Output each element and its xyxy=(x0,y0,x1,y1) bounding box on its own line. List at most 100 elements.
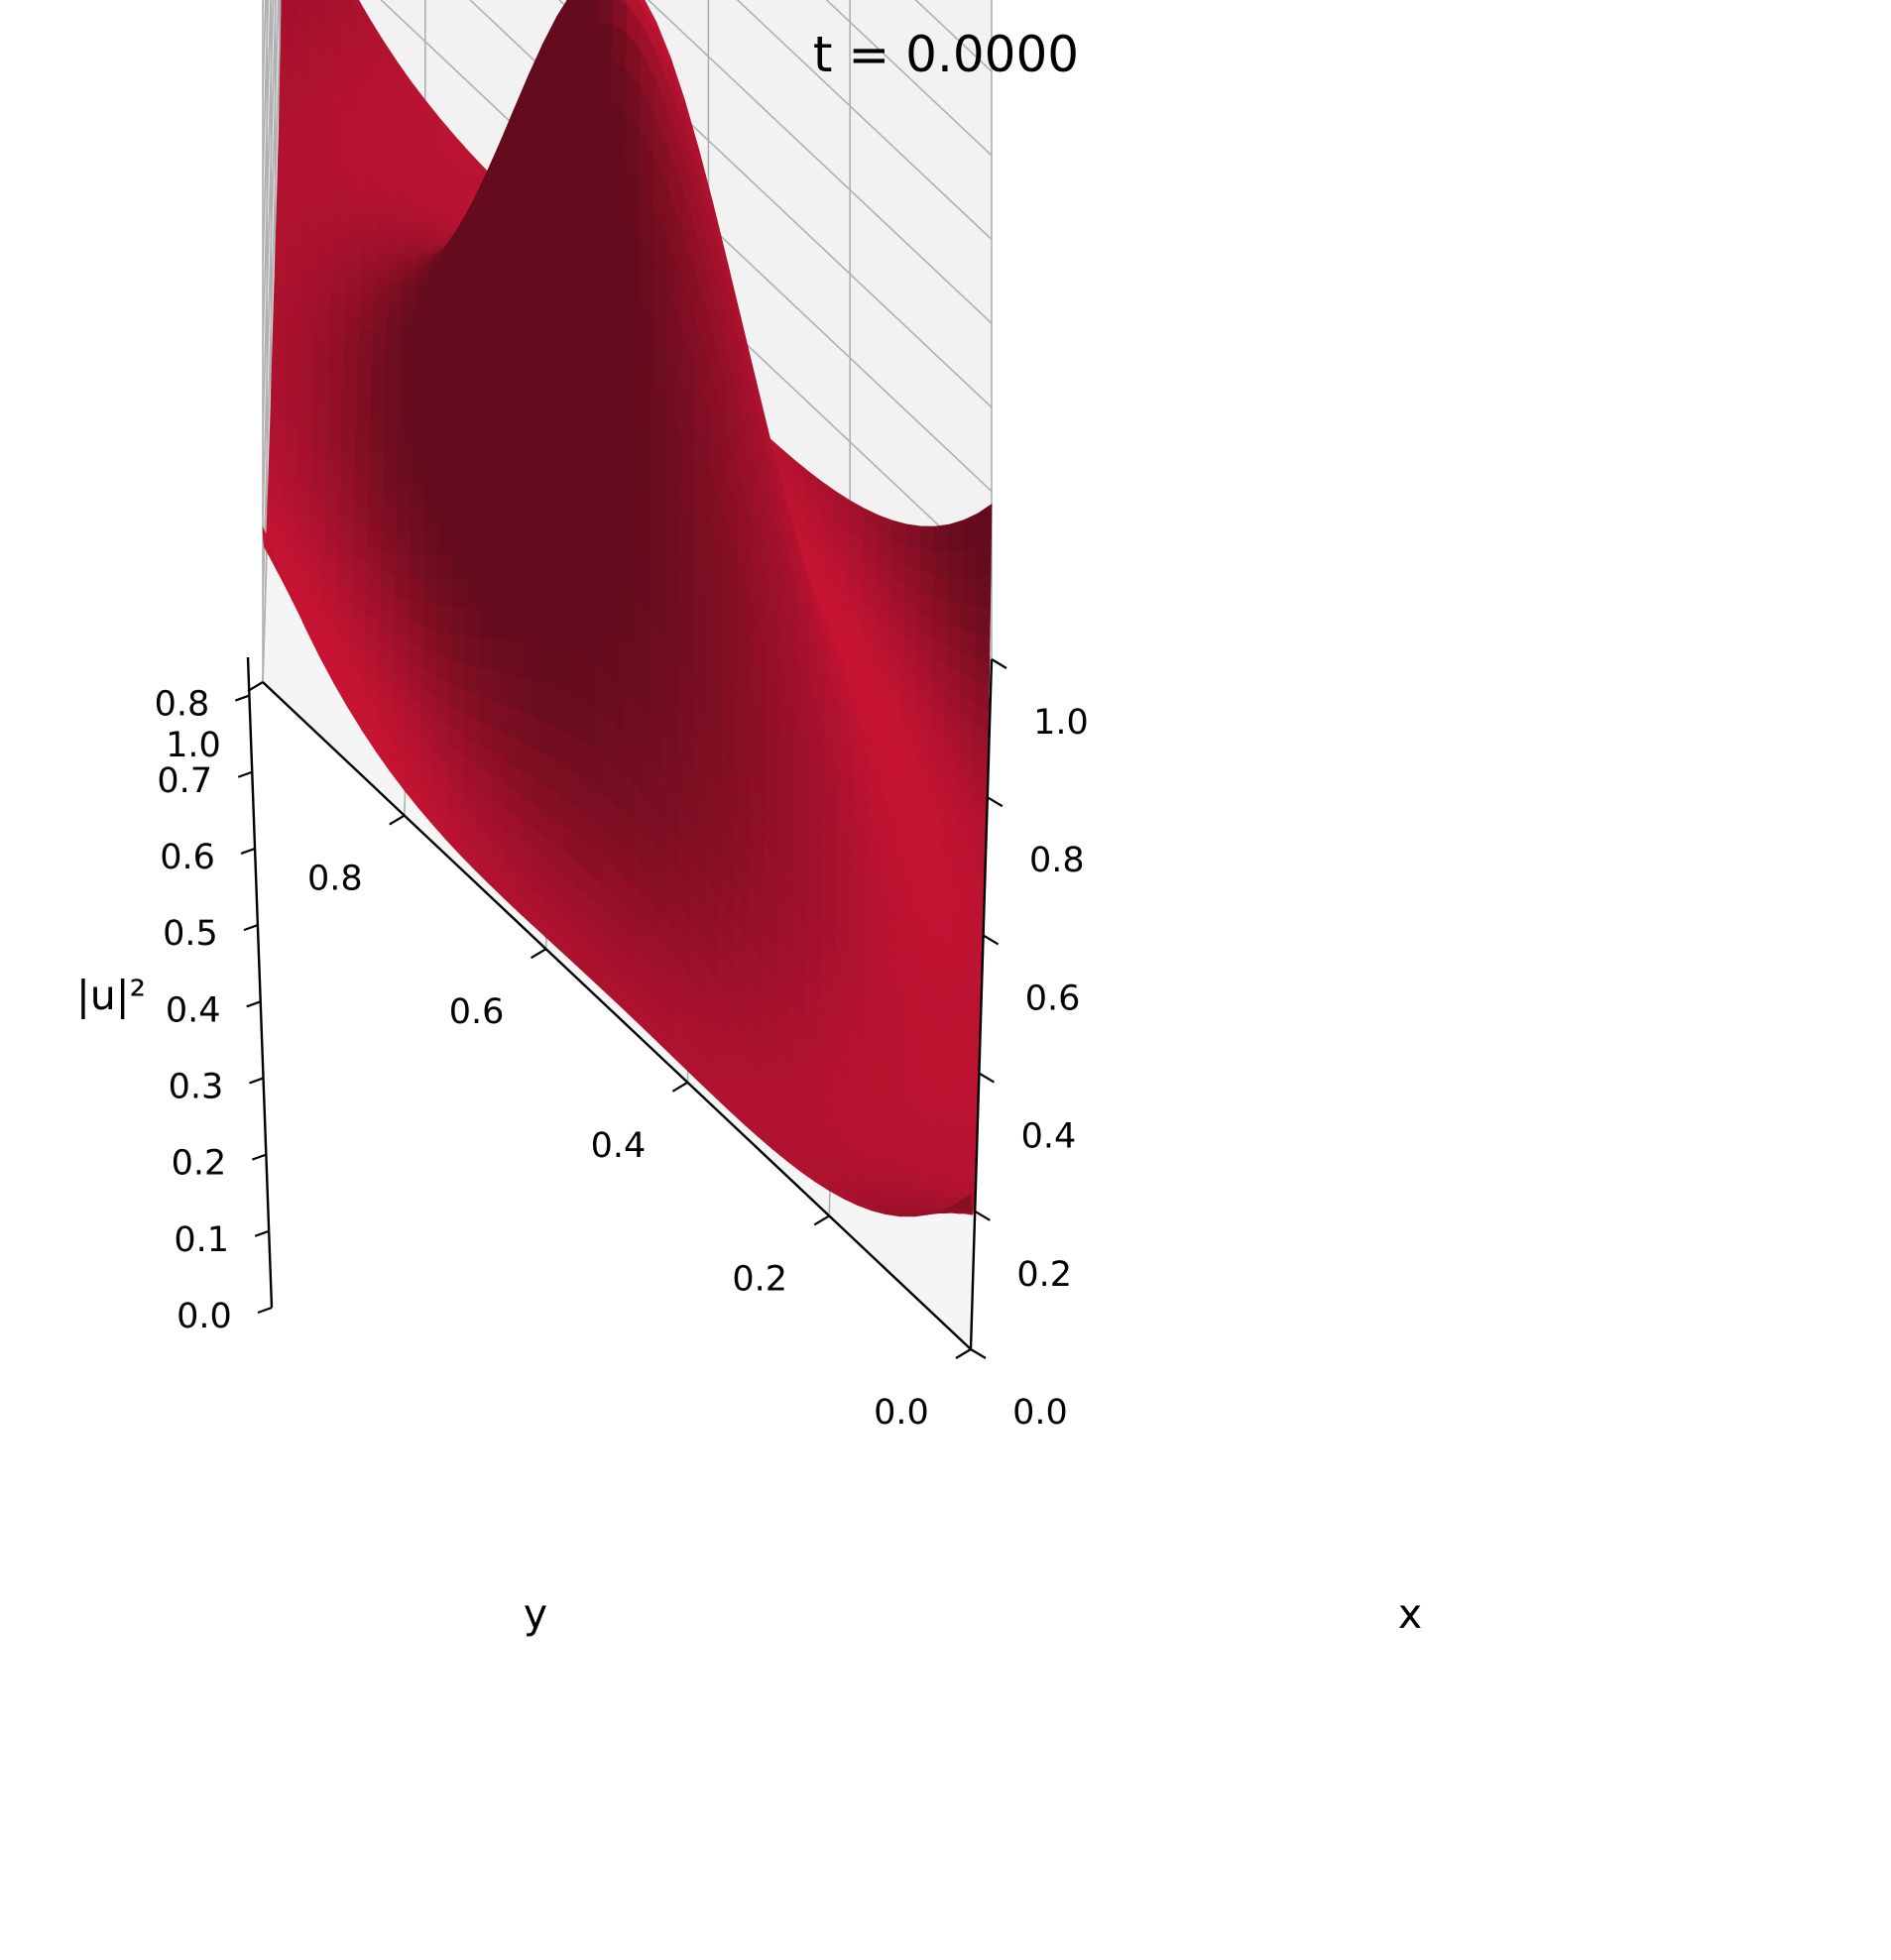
surface-facet xyxy=(580,386,596,448)
axis-lines xyxy=(246,656,994,1350)
z-tick-label: 0.4 xyxy=(166,990,221,1030)
surface-facet xyxy=(368,470,385,492)
surface-facet xyxy=(360,276,376,288)
x-axis-line xyxy=(969,658,994,1350)
surface-facet xyxy=(975,605,992,635)
surface-facet xyxy=(522,601,537,644)
x-tick xyxy=(983,934,1000,946)
surface-mesh xyxy=(262,0,993,1217)
surface-facet xyxy=(451,576,467,609)
surface-facet xyxy=(947,577,963,606)
surface-facet xyxy=(976,539,992,578)
surface-facet xyxy=(507,639,524,679)
surface-facet xyxy=(342,386,358,404)
y-tick-label: 0.0 xyxy=(874,1393,929,1433)
surface-facet xyxy=(582,102,598,160)
surface-facet xyxy=(410,503,426,533)
surface-facet xyxy=(522,556,538,603)
surface-facet xyxy=(381,530,398,555)
surface-facet xyxy=(596,59,613,105)
surface-facet xyxy=(549,601,566,650)
z-tick xyxy=(246,1000,262,1008)
y-axis-label: y xyxy=(524,1590,547,1638)
surface-facet xyxy=(383,467,399,492)
surface-facet xyxy=(409,578,424,605)
y-axis-line xyxy=(262,681,972,1350)
surface-facet xyxy=(523,458,538,517)
surface-facet xyxy=(565,444,581,503)
surface-facet xyxy=(343,330,360,345)
surface-facet xyxy=(423,552,439,581)
x-tick-label: 0.4 xyxy=(1021,1117,1077,1157)
surface-facet xyxy=(551,446,567,506)
z-tick-label: 0.7 xyxy=(157,761,212,801)
surface-facet xyxy=(465,572,482,609)
y-tick-label: 1.0 xyxy=(166,726,221,765)
y-tick xyxy=(671,1081,688,1093)
surface-facet xyxy=(382,489,399,512)
surface-facet xyxy=(549,686,565,732)
z-tick xyxy=(251,1153,267,1161)
z-tick xyxy=(240,847,256,855)
surface-facet xyxy=(593,505,609,571)
surface-facet xyxy=(579,444,596,507)
surface-facet xyxy=(535,601,551,646)
surface-facet xyxy=(521,640,537,683)
surface-facet xyxy=(507,674,523,713)
x-tick xyxy=(987,796,1004,808)
surface-facet xyxy=(947,549,964,579)
surface-facet xyxy=(596,102,612,156)
surface-facet xyxy=(396,508,412,533)
x-axis-label: x xyxy=(1398,1590,1422,1638)
surface-facet xyxy=(581,152,598,212)
surface-facet xyxy=(564,553,580,609)
z-tick xyxy=(243,924,259,932)
x-tick-label: 1.0 xyxy=(1033,703,1089,743)
surface-facet xyxy=(595,206,612,270)
surface-facet xyxy=(479,568,496,608)
surface-facet xyxy=(609,268,625,341)
y-tick xyxy=(389,814,406,826)
surface-facet xyxy=(919,548,935,576)
surface-facet xyxy=(354,469,370,491)
surface-facet xyxy=(566,267,583,334)
surface-facet xyxy=(608,391,625,466)
surface-facet xyxy=(493,603,510,641)
surface-facet xyxy=(534,681,551,725)
z-tick-label: 0.6 xyxy=(160,838,215,877)
surface-facet xyxy=(492,671,509,707)
surface-facet xyxy=(962,546,978,579)
surface-facet xyxy=(961,604,977,634)
surface-facet xyxy=(962,513,979,551)
x-tick-label: 0.8 xyxy=(1029,841,1085,880)
surface-facet xyxy=(582,58,599,111)
surface-facet xyxy=(479,637,495,672)
surface-facet xyxy=(595,265,611,331)
x-tick xyxy=(970,1348,987,1359)
surface-facet xyxy=(579,502,595,562)
surface-facet xyxy=(564,603,580,656)
surface-facet xyxy=(597,0,614,25)
surface-facet xyxy=(594,386,610,454)
surface-facet xyxy=(933,550,950,578)
surface-facet xyxy=(356,400,372,419)
surface-facet xyxy=(345,294,361,309)
surface-facet xyxy=(523,509,538,561)
tick-marks xyxy=(235,658,1007,1359)
surface-facet xyxy=(369,430,385,454)
surface-facet xyxy=(550,553,566,605)
x-tick-label: 0.2 xyxy=(1016,1255,1072,1295)
surface-facet xyxy=(343,343,359,358)
surface-facet xyxy=(934,523,950,552)
y-tick xyxy=(531,948,547,960)
surface-facet xyxy=(466,536,482,578)
surface-facet xyxy=(609,329,625,404)
z-tick-label: 0.2 xyxy=(172,1144,227,1184)
y-tick-label: 0.6 xyxy=(449,992,505,1032)
z-gridline xyxy=(262,0,993,599)
surface-facet xyxy=(478,667,495,702)
z-tick-label: 0.0 xyxy=(177,1297,232,1336)
surface-facet xyxy=(550,501,567,555)
y-tick xyxy=(813,1214,830,1226)
